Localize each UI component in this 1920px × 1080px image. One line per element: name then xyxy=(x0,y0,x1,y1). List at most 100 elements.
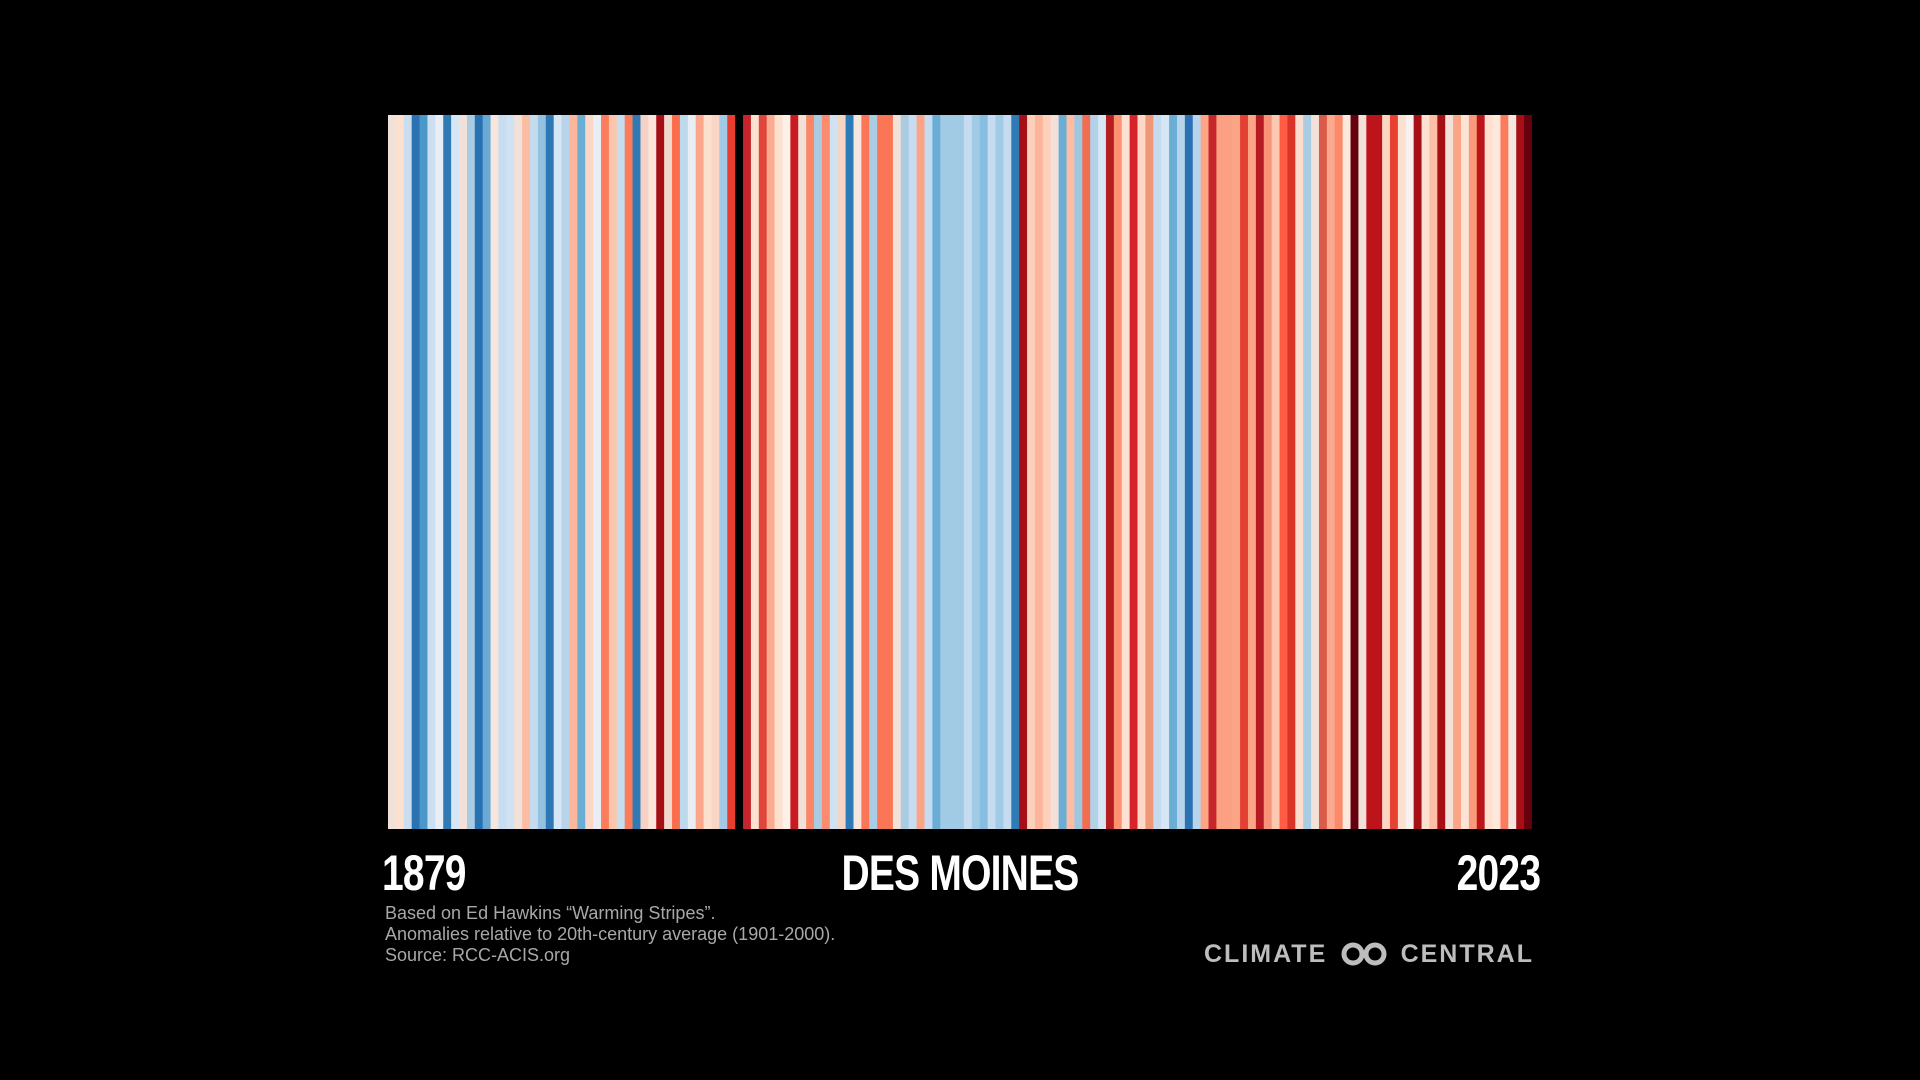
stripe-2002 xyxy=(1358,115,1367,829)
stripe-1892 xyxy=(490,115,500,829)
stripe-1940 xyxy=(869,115,878,829)
stripe-1986 xyxy=(1232,115,1241,829)
stripe-1911 xyxy=(640,115,649,829)
stripe-1944 xyxy=(900,115,910,829)
stripe-1939 xyxy=(861,115,870,829)
stripe-1888 xyxy=(459,115,468,829)
stripe-2015 xyxy=(1460,115,1470,829)
stripe-1975 xyxy=(1145,115,1154,829)
stripe-1884 xyxy=(427,115,436,829)
stripe-1925 xyxy=(750,115,760,829)
stripe-1989 xyxy=(1255,115,1265,829)
stripe-1937 xyxy=(845,115,855,829)
stripe-1952 xyxy=(963,115,973,829)
stripe-1895 xyxy=(514,115,523,829)
stripe-1914 xyxy=(664,115,673,829)
stripe-1933 xyxy=(814,115,823,829)
stripe-1890 xyxy=(474,115,484,829)
stripe-1970 xyxy=(1105,115,1115,829)
stripe-1947 xyxy=(924,115,933,829)
stripe-1934 xyxy=(821,115,831,829)
stripe-1929 xyxy=(782,115,791,829)
stripe-1919 xyxy=(703,115,713,829)
stripe-2016 xyxy=(1468,115,1478,829)
stripe-2000 xyxy=(1342,115,1352,829)
stripe-1951 xyxy=(956,115,965,829)
stripe-2019 xyxy=(1492,115,1502,829)
stripe-1917 xyxy=(687,115,697,829)
stripe-1966 xyxy=(1074,115,1083,829)
stripe-1916 xyxy=(679,115,689,829)
stripe-1977 xyxy=(1161,115,1170,829)
stripe-1980 xyxy=(1184,115,1194,829)
stripe-1935 xyxy=(829,115,839,829)
stripe-1962 xyxy=(1042,115,1052,829)
stripe-1905 xyxy=(593,115,602,829)
stripe-1983 xyxy=(1208,115,1218,829)
stripe-2014 xyxy=(1453,115,1462,829)
stripe-2017 xyxy=(1476,115,1486,829)
stripe-1955 xyxy=(987,115,997,829)
stripe-1923 xyxy=(735,115,744,829)
stripe-1887 xyxy=(451,115,460,829)
stripe-2007 xyxy=(1397,115,1407,829)
stripe-1982 xyxy=(1200,115,1210,829)
stripe-1927 xyxy=(766,115,776,829)
stripe-2021 xyxy=(1508,115,1517,829)
stripe-1996 xyxy=(1311,115,1320,829)
stripe-1959 xyxy=(1019,115,1028,829)
stripe-1948 xyxy=(932,115,941,829)
stripe-1963 xyxy=(1050,115,1060,829)
stripe-1995 xyxy=(1303,115,1312,829)
stripe-1928 xyxy=(774,115,784,829)
stripe-1932 xyxy=(806,115,815,829)
stripe-1936 xyxy=(837,115,847,829)
stripe-1985 xyxy=(1224,115,1233,829)
stripe-1968 xyxy=(1090,115,1099,829)
stripe-1930 xyxy=(790,115,799,829)
stripe-2022 xyxy=(1516,115,1525,829)
stripe-1899 xyxy=(545,115,555,829)
stripe-1945 xyxy=(908,115,918,829)
stripe-1898 xyxy=(537,115,547,829)
stripe-2018 xyxy=(1484,115,1494,829)
footnote-attribution: Based on Ed Hawkins “Warming Stripes”. xyxy=(385,903,716,923)
stripe-1880 xyxy=(395,115,405,829)
stripe-1972 xyxy=(1121,115,1131,829)
stripe-1946 xyxy=(916,115,926,829)
stripe-1915 xyxy=(672,115,681,829)
chart-title: DES MOINES xyxy=(841,845,1079,901)
stripe-2013 xyxy=(1445,115,1454,829)
stripe-1964 xyxy=(1058,115,1068,829)
stripe-1902 xyxy=(569,115,578,829)
stripe-1999 xyxy=(1334,115,1344,829)
stripe-1879 xyxy=(388,115,397,829)
stripe-1889 xyxy=(466,115,476,829)
stripe-1991 xyxy=(1271,115,1281,829)
stripe-1942 xyxy=(885,115,894,829)
stripe-1882 xyxy=(411,115,421,829)
stripe-1891 xyxy=(482,115,492,829)
stripe-1971 xyxy=(1113,115,1123,829)
stripe-1881 xyxy=(403,115,413,829)
stripe-1973 xyxy=(1129,115,1139,829)
stripe-1907 xyxy=(608,115,618,829)
stripe-2003 xyxy=(1366,115,1375,829)
interlocking-rings-icon xyxy=(1341,942,1387,966)
stripe-1886 xyxy=(443,115,452,829)
stripe-2004 xyxy=(1374,115,1383,829)
stripe-1931 xyxy=(798,115,807,829)
stripe-1894 xyxy=(506,115,515,829)
stripe-2009 xyxy=(1413,115,1423,829)
stripe-1908 xyxy=(616,115,626,829)
stripe-2011 xyxy=(1429,115,1438,829)
stripe-2023 xyxy=(1524,115,1532,829)
stripe-1906 xyxy=(601,115,610,829)
stripe-2001 xyxy=(1350,115,1360,829)
stripe-2005 xyxy=(1382,115,1391,829)
stripe-1998 xyxy=(1326,115,1336,829)
stripe-1978 xyxy=(1169,115,1178,829)
stripe-1924 xyxy=(743,115,752,829)
start-year-label: 1879 xyxy=(382,845,466,901)
stripe-1897 xyxy=(530,115,539,829)
